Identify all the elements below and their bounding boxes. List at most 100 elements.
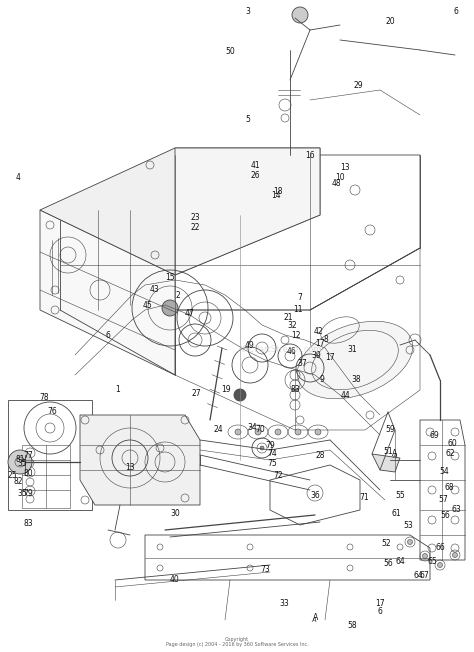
Text: 61: 61 — [391, 509, 401, 518]
Text: 66: 66 — [435, 544, 445, 552]
Text: 31: 31 — [347, 346, 357, 355]
Text: 70: 70 — [255, 426, 265, 434]
Text: 36: 36 — [310, 492, 320, 501]
Text: 32: 32 — [287, 321, 297, 331]
Text: 63: 63 — [451, 505, 461, 514]
Text: 55: 55 — [395, 492, 405, 501]
Text: 62: 62 — [445, 449, 455, 458]
Text: 73: 73 — [260, 565, 270, 574]
Text: 11: 11 — [293, 306, 303, 314]
Text: 78: 78 — [39, 393, 49, 402]
Text: 27: 27 — [191, 389, 201, 398]
Text: 37: 37 — [297, 359, 307, 368]
Text: 51: 51 — [383, 447, 393, 456]
Text: Copyright
Page design (c) 2004 - 2016 by 360 Software Services Inc.: Copyright Page design (c) 2004 - 2016 by… — [166, 636, 308, 647]
Text: 43: 43 — [150, 286, 160, 295]
Text: 75: 75 — [267, 460, 277, 469]
Text: 38: 38 — [351, 376, 361, 385]
Text: 53: 53 — [403, 522, 413, 531]
Text: 6: 6 — [106, 331, 110, 340]
Polygon shape — [40, 210, 175, 375]
Text: 25: 25 — [7, 471, 17, 479]
Text: 14: 14 — [271, 192, 281, 201]
Circle shape — [422, 554, 428, 559]
Text: 68: 68 — [444, 484, 454, 492]
Circle shape — [438, 563, 443, 567]
Text: 8: 8 — [324, 336, 328, 344]
Text: 35: 35 — [17, 460, 27, 469]
Text: 9: 9 — [319, 376, 324, 385]
Text: 26: 26 — [250, 171, 260, 179]
Text: 47: 47 — [185, 310, 195, 318]
Text: 82: 82 — [13, 477, 23, 486]
Text: 33: 33 — [279, 599, 289, 608]
Text: A: A — [392, 449, 398, 458]
Text: 64: 64 — [395, 557, 405, 567]
Text: 42: 42 — [313, 327, 323, 336]
Text: 2: 2 — [176, 291, 181, 301]
Text: A: A — [313, 614, 319, 623]
Circle shape — [8, 450, 32, 474]
Text: 10: 10 — [335, 173, 345, 183]
Circle shape — [234, 389, 246, 401]
Text: 20: 20 — [385, 18, 395, 27]
Circle shape — [235, 429, 241, 435]
Text: 29: 29 — [353, 82, 363, 91]
Text: A: A — [392, 453, 397, 459]
Text: 18: 18 — [273, 188, 283, 196]
Text: 54: 54 — [439, 467, 449, 477]
Text: 17: 17 — [315, 340, 325, 349]
Text: 34: 34 — [247, 424, 257, 432]
Text: 15: 15 — [165, 273, 175, 282]
Text: 50: 50 — [225, 48, 235, 57]
Polygon shape — [80, 415, 200, 505]
Text: 19: 19 — [221, 385, 231, 394]
Text: 28: 28 — [315, 451, 325, 460]
Circle shape — [453, 552, 457, 557]
Text: 17: 17 — [375, 599, 385, 608]
Polygon shape — [40, 148, 320, 275]
Text: 23: 23 — [190, 213, 200, 222]
Text: 58: 58 — [347, 621, 357, 630]
Text: 76: 76 — [47, 408, 57, 417]
Text: 77: 77 — [23, 451, 33, 460]
Text: 16: 16 — [305, 151, 315, 160]
Text: 44: 44 — [341, 391, 351, 400]
Text: 79: 79 — [265, 441, 275, 451]
Text: 52: 52 — [381, 539, 391, 548]
Text: 6: 6 — [454, 8, 458, 16]
Text: 40: 40 — [170, 576, 180, 584]
Text: 6: 6 — [378, 608, 383, 617]
Text: 13: 13 — [125, 464, 135, 473]
Text: 45: 45 — [143, 301, 153, 310]
Text: 69: 69 — [429, 432, 439, 441]
Text: 59: 59 — [385, 426, 395, 434]
Text: 17: 17 — [325, 353, 335, 363]
Text: 41: 41 — [250, 160, 260, 170]
Text: 57: 57 — [438, 496, 448, 505]
Circle shape — [162, 300, 178, 316]
Text: 39: 39 — [311, 351, 321, 361]
Text: ARCPartStream.com: ARCPartStream.com — [237, 346, 322, 355]
Text: 30: 30 — [170, 509, 180, 518]
Text: A: A — [311, 617, 316, 623]
Text: 64: 64 — [413, 572, 423, 580]
Circle shape — [408, 539, 412, 544]
Text: 74: 74 — [267, 449, 277, 458]
Text: 46: 46 — [287, 348, 297, 357]
Text: 56: 56 — [440, 512, 450, 520]
Text: 72: 72 — [273, 471, 283, 481]
Circle shape — [260, 446, 264, 450]
Text: 35: 35 — [17, 490, 27, 499]
Text: 80: 80 — [23, 469, 33, 477]
Text: 83: 83 — [23, 520, 33, 529]
Circle shape — [292, 7, 308, 23]
Polygon shape — [372, 454, 400, 472]
Text: 1: 1 — [116, 385, 120, 394]
Circle shape — [315, 429, 321, 435]
Ellipse shape — [297, 321, 413, 399]
Text: 22: 22 — [190, 224, 200, 233]
Text: 4: 4 — [16, 173, 20, 183]
Polygon shape — [175, 148, 320, 275]
Circle shape — [255, 429, 261, 435]
